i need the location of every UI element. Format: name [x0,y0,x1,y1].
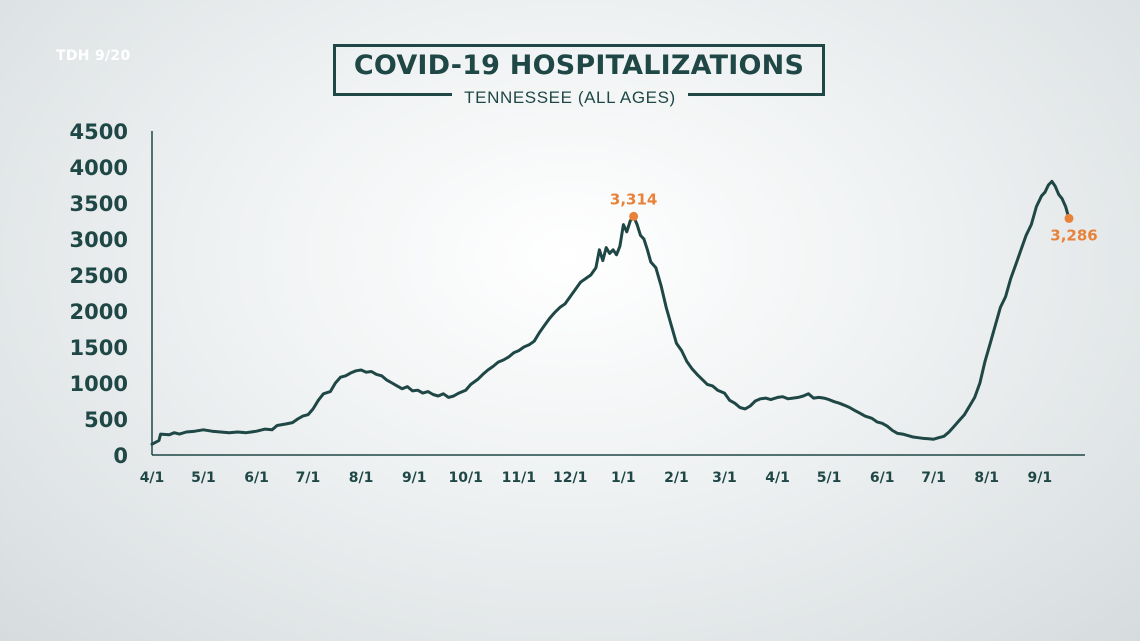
y-tick-label: 4500 [70,120,128,144]
x-tick-label: 9/1 [1028,470,1053,486]
y-tick-label: 3000 [70,228,128,252]
x-tick-label: 3/1 [712,470,737,486]
series-group [150,179,1071,446]
x-tick-label: 6/1 [870,470,895,486]
x-tick-label: 8/1 [974,470,999,486]
x-tick-label: 6/1 [244,470,269,486]
chart-subtitle: TENNESSEE (ALL AGES) [452,88,688,108]
x-tick-label: 4/1 [140,470,165,486]
x-axis: 4/1 5/1 6/1 7/1 8/1 9/1 10/1 11/1 12/1 1/1 2/1 3/1 4… [140,454,1085,486]
y-axis: 0 500 1000 1500 2000 2500 3000 3500 4000 4500 [70,120,153,468]
chart-title: COVID-19 HOSPITALIZATIONS [353,50,805,81]
y-tick-label: 2500 [70,264,128,288]
y-tick-label: 1000 [70,372,128,396]
x-tick-label: 12/1 [553,470,587,486]
x-tick-label: 2/1 [664,470,689,486]
series-line [150,179,1071,446]
x-tick-label: 5/1 [191,470,216,486]
annotation-label: 3,314 [610,190,657,208]
annotation-point [629,211,639,221]
x-tick-label: 7/1 [296,470,321,486]
y-tick-label: 0 [113,444,128,468]
y-tick-label: 1500 [70,336,128,360]
x-tick-label: 8/1 [349,470,374,486]
y-tick-label: 2000 [70,300,128,324]
annotation-label: 3,286 [1050,226,1097,244]
annotation-point [1064,213,1074,223]
x-tick-label: 7/1 [921,470,946,486]
y-tick-label: 500 [84,408,128,432]
y-tick-label: 3500 [70,192,128,216]
x-tick-label: 11/1 [502,470,536,486]
x-tick-label: 5/1 [817,470,842,486]
x-tick-label: 10/1 [448,470,482,486]
x-tick-label: 4/1 [765,470,790,486]
source-label: TDH 9/20 [56,48,131,64]
x-tick-label: 1/1 [611,470,636,486]
annotations: 3,314 3,286 [610,190,1098,244]
y-tick-label: 4000 [70,156,128,180]
x-tick-label: 9/1 [402,470,427,486]
